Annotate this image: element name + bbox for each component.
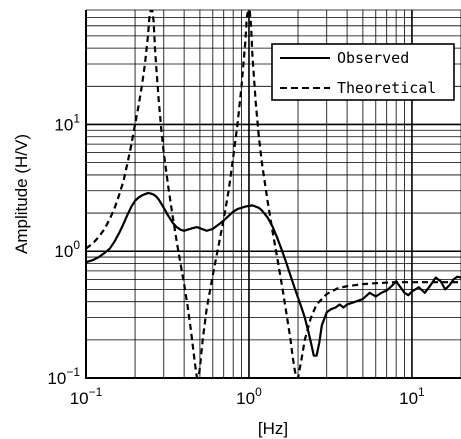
legend-box	[271, 43, 455, 101]
y-tick-label: 100	[54, 238, 80, 261]
y-axis-title: Amplitude (H/V)	[12, 134, 31, 254]
series-line-theoretical	[86, 10, 461, 378]
legend-label-theoretical: Theoretical	[337, 79, 436, 97]
x-tick-label: 10−1	[70, 385, 103, 408]
x-tick-label: 101	[399, 385, 425, 408]
y-tick-label: 101	[54, 111, 80, 134]
legend: Observed Theoretical	[271, 43, 455, 101]
series-layer	[86, 10, 461, 378]
legend-label-observed: Observed	[337, 49, 409, 67]
y-tick-label: 10−1	[47, 365, 80, 388]
tick-labels: 10−1 100 101 10−1 100 101	[47, 111, 425, 408]
x-axis-title: [Hz]	[258, 419, 288, 438]
plot-frame	[85, 10, 461, 379]
x-tick-label: 100	[236, 385, 262, 408]
